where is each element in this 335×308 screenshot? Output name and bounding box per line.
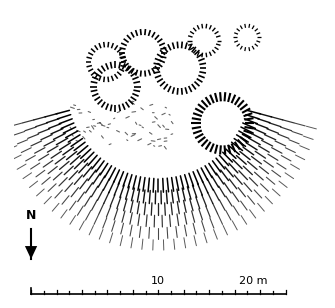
Text: 10: 10 xyxy=(151,276,165,286)
Text: N: N xyxy=(26,209,36,222)
Polygon shape xyxy=(25,246,37,259)
Text: 20 m: 20 m xyxy=(240,276,268,286)
